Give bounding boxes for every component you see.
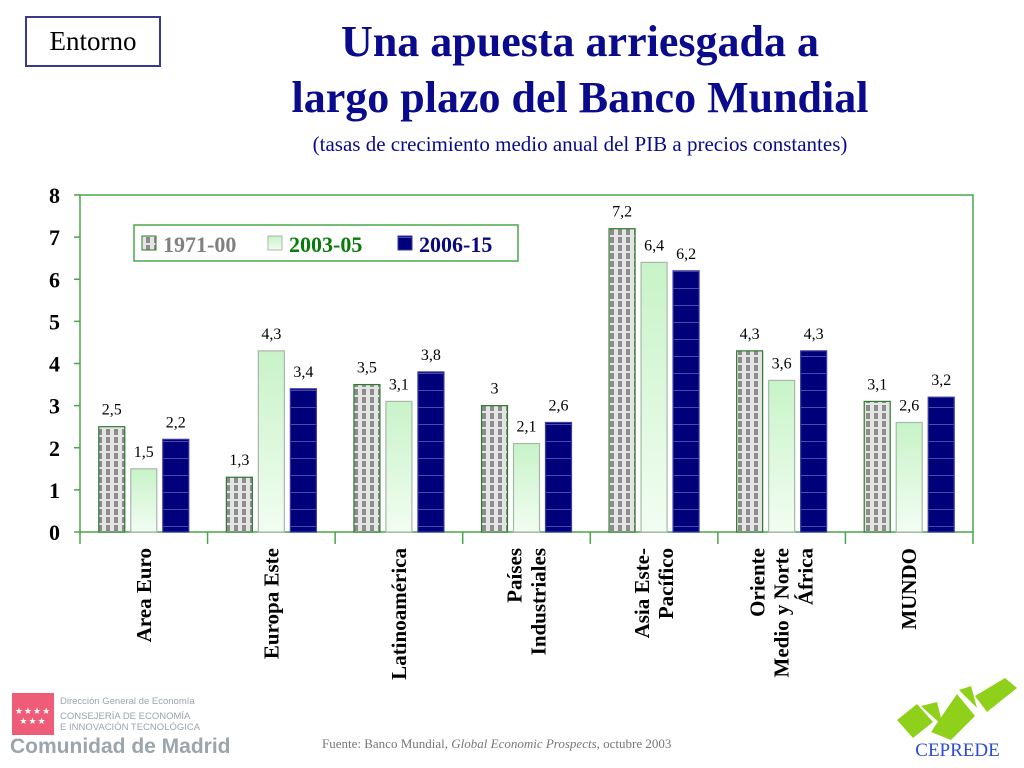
source-suffix: , octubre 2003 — [596, 736, 672, 751]
y-tick-label: 3 — [49, 394, 60, 419]
x-category-label: Area Euro — [132, 548, 156, 642]
y-tick-label: 8 — [49, 183, 60, 208]
bar-2006-15 — [927, 396, 955, 533]
bar-2006-15 — [289, 388, 317, 533]
logo-name: Comunidad de Madrid — [10, 735, 231, 758]
comunidad-madrid-logo: ★★★★ ★★★ Dirección General de Economía C… — [10, 688, 258, 760]
data-label: 6,2 — [676, 246, 696, 263]
legend-label: 2006-15 — [419, 232, 492, 257]
bar-2006-15 — [162, 438, 190, 533]
x-category-label: Medio y Norte — [770, 548, 794, 677]
data-label: 1,3 — [229, 452, 249, 469]
bar-1971-00 — [353, 383, 381, 533]
title-line-2: largo plazo del Banco Mundial — [291, 73, 869, 122]
data-label: 6,4 — [644, 237, 664, 254]
data-label: 4,3 — [261, 326, 281, 343]
x-category-label: África — [794, 548, 818, 606]
data-label: 3 — [491, 381, 499, 398]
bar-2003-05 — [640, 261, 668, 533]
bar-2006-15 — [672, 270, 700, 533]
legend-swatch-2006-15 — [397, 235, 413, 251]
y-tick-label: 1 — [49, 478, 60, 503]
y-tick-label: 6 — [49, 267, 60, 292]
source-title: Global Economic Prospects — [451, 736, 597, 751]
data-label: 3,6 — [772, 355, 792, 372]
data-label: 7,2 — [612, 204, 632, 221]
data-label: 4,3 — [740, 326, 760, 343]
x-category-label: Oriente — [746, 548, 770, 617]
bar-1971-00 — [480, 405, 509, 533]
x-category-label: Pacífico — [654, 548, 678, 619]
data-label: 2,1 — [517, 419, 537, 436]
x-category-label: Industriales — [527, 548, 551, 655]
ceprede-mark-icon — [897, 678, 1017, 740]
legend-label: 2003-05 — [289, 232, 362, 257]
ceprede-logo: CEPREDE — [895, 676, 1020, 766]
bar-1971-00 — [608, 228, 636, 533]
x-category-label: Asia Este- — [630, 548, 654, 638]
y-tick-label: 7 — [49, 225, 60, 250]
bar-1971-00 — [736, 350, 764, 533]
logo-line-2: CONSEJERÍA DE ECONOMÍA — [60, 711, 191, 722]
bar-2006-15 — [417, 371, 445, 533]
legend-box — [133, 224, 519, 262]
data-label: 2,6 — [899, 397, 919, 414]
ceprede-name: CEPREDE — [915, 740, 1000, 761]
data-label: 1,5 — [134, 444, 154, 461]
bar-2003-05 — [257, 350, 285, 533]
x-category-label: Países — [503, 548, 527, 603]
x-category-label: Europa Este — [259, 548, 283, 659]
legend-label: 1971-00 — [163, 232, 236, 257]
data-label: 4,3 — [804, 326, 824, 343]
y-tick-label: 2 — [49, 436, 60, 461]
x-category-label: MUNDO — [897, 548, 921, 630]
x-category-label: Latinoamérica — [387, 548, 411, 680]
bar-1971-00 — [225, 476, 253, 533]
data-label: 3,8 — [421, 347, 441, 364]
data-label: 2,2 — [166, 414, 186, 431]
data-label: 3,1 — [389, 376, 409, 393]
data-label: 3,2 — [931, 372, 951, 389]
bar-2003-05 — [895, 421, 923, 533]
bar-2003-05 — [512, 442, 541, 533]
madrid-flag-icon: ★★★★ ★★★ — [12, 693, 54, 735]
bar-2003-05 — [768, 379, 796, 533]
bar-2003-05 — [130, 468, 158, 533]
section-label-box: Entorno — [25, 16, 161, 67]
source-prefix: Fuente: Banco Mundial, — [322, 736, 452, 751]
bar-2003-05 — [385, 400, 413, 533]
y-tick-label: 5 — [49, 309, 60, 334]
data-label: 3,5 — [357, 360, 377, 377]
section-label: Entorno — [49, 26, 137, 56]
legend-swatch-1971-00 — [141, 235, 157, 251]
source-note: Fuente: Banco Mundial, Global Economic P… — [322, 736, 671, 752]
bar-2006-15 — [544, 421, 573, 533]
logo-line-3: E INNOVACIÓN TECNOLÓGICA — [60, 722, 201, 733]
data-label: 3,4 — [293, 364, 313, 381]
y-tick-label: 4 — [49, 352, 60, 377]
data-label: 3,1 — [867, 376, 887, 393]
legend-swatch-2003-05 — [267, 235, 283, 251]
y-tick-label: 0 — [49, 520, 60, 545]
bar-1971-00 — [98, 426, 126, 533]
data-label: 2,5 — [102, 402, 122, 419]
logo-line-1: Dirección General de Economía — [60, 696, 195, 707]
data-label: 2,6 — [549, 397, 569, 414]
bar-1971-00 — [863, 400, 891, 533]
bar-2006-15 — [800, 350, 828, 533]
page-title: Una apuesta arriesgada a largo plazo del… — [180, 14, 980, 126]
title-line-1: Una apuesta arriesgada a — [341, 17, 819, 66]
page-subtitle: (tasas de crecimiento medio anual del PI… — [312, 132, 848, 156]
